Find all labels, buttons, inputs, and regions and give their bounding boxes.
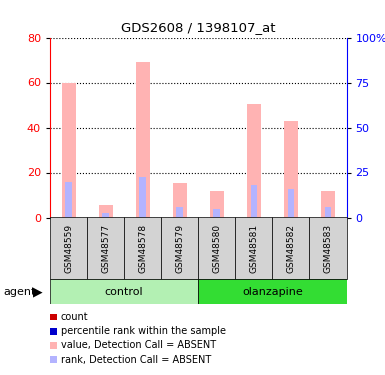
Text: GSM48579: GSM48579 bbox=[175, 224, 184, 273]
Bar bbox=[284, 121, 298, 218]
Text: agent: agent bbox=[4, 287, 36, 297]
Bar bbox=[136, 62, 150, 217]
Text: GSM48577: GSM48577 bbox=[101, 224, 110, 273]
Bar bbox=[173, 183, 187, 218]
Text: ▶: ▶ bbox=[33, 285, 42, 298]
Bar bbox=[210, 190, 224, 217]
Text: GSM48581: GSM48581 bbox=[249, 224, 258, 273]
Bar bbox=[139, 177, 146, 218]
Bar bbox=[176, 207, 183, 218]
Bar bbox=[87, 217, 124, 279]
Bar bbox=[310, 217, 346, 279]
Bar bbox=[65, 182, 72, 218]
Bar bbox=[99, 205, 113, 218]
Bar bbox=[288, 189, 294, 218]
Bar bbox=[198, 279, 346, 304]
Text: GSM48559: GSM48559 bbox=[64, 224, 73, 273]
Text: GSM48582: GSM48582 bbox=[286, 224, 295, 273]
Text: GSM48580: GSM48580 bbox=[212, 224, 221, 273]
Bar bbox=[251, 185, 257, 218]
Bar bbox=[50, 217, 87, 279]
Bar bbox=[50, 279, 198, 304]
Bar bbox=[161, 217, 198, 279]
Bar bbox=[102, 213, 109, 217]
Text: olanzapine: olanzapine bbox=[242, 286, 303, 297]
Text: rank, Detection Call = ABSENT: rank, Detection Call = ABSENT bbox=[61, 355, 211, 364]
Text: value, Detection Call = ABSENT: value, Detection Call = ABSENT bbox=[61, 340, 216, 350]
Bar bbox=[321, 190, 335, 217]
Bar bbox=[124, 217, 161, 279]
Text: count: count bbox=[61, 312, 88, 322]
Bar bbox=[213, 209, 220, 218]
Bar bbox=[62, 82, 75, 218]
Bar bbox=[247, 104, 261, 218]
Bar bbox=[325, 207, 331, 218]
Bar bbox=[198, 217, 235, 279]
Text: control: control bbox=[105, 286, 144, 297]
Text: GSM48583: GSM48583 bbox=[323, 224, 333, 273]
Text: GSM48578: GSM48578 bbox=[138, 224, 147, 273]
Text: percentile rank within the sample: percentile rank within the sample bbox=[61, 326, 226, 336]
Title: GDS2608 / 1398107_at: GDS2608 / 1398107_at bbox=[121, 21, 276, 33]
Bar bbox=[273, 217, 310, 279]
Bar bbox=[235, 217, 273, 279]
